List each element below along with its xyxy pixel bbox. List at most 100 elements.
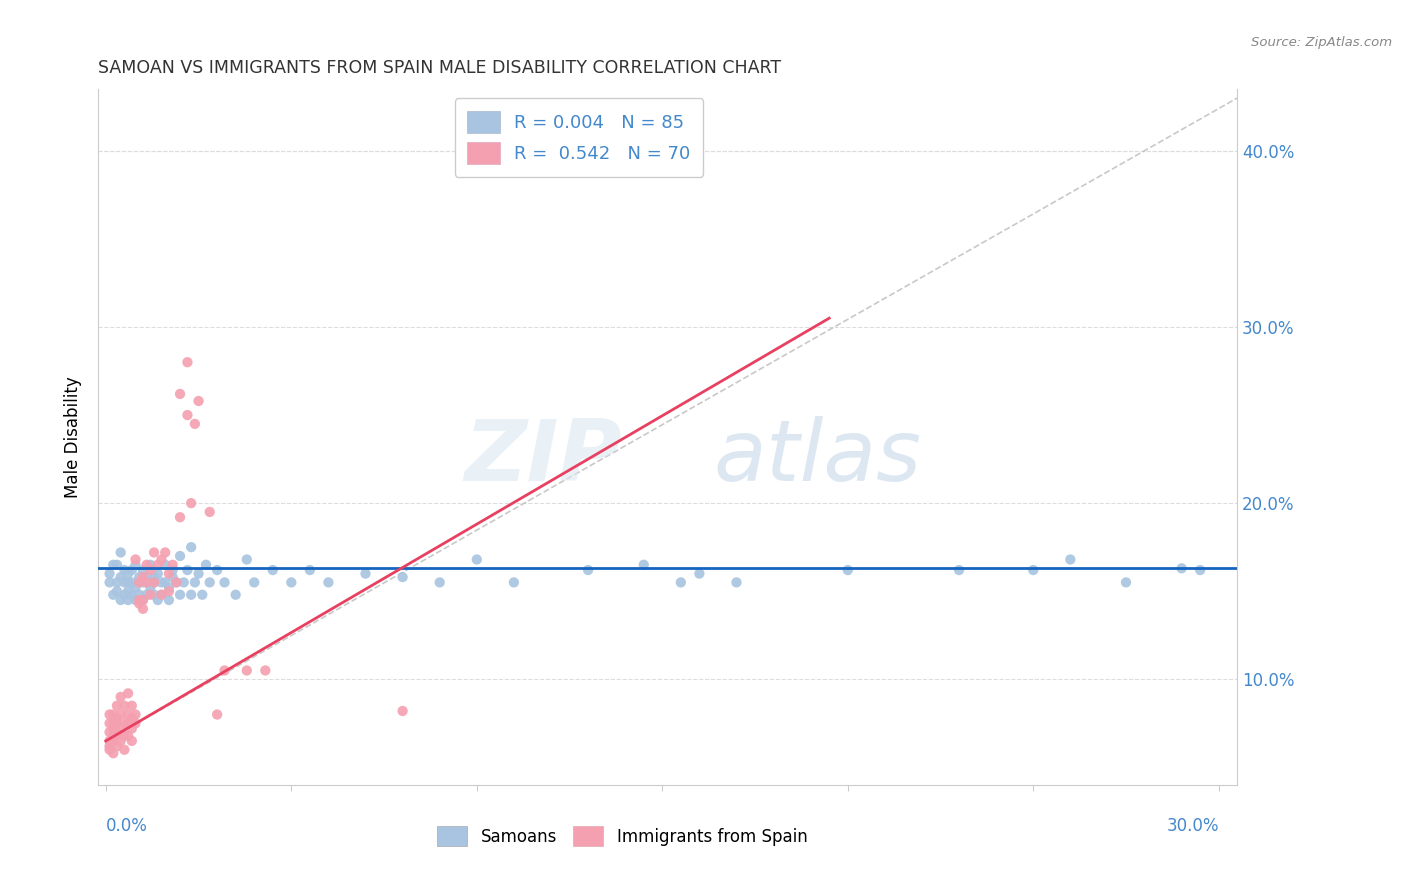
Text: 30.0%: 30.0%	[1166, 817, 1219, 835]
Point	[165, 575, 187, 590]
Y-axis label: Male Disability: Male Disability	[65, 376, 83, 498]
Point	[153, 545, 176, 559]
Point	[103, 716, 125, 731]
Point	[162, 558, 184, 572]
Point	[105, 711, 128, 725]
Point	[124, 593, 146, 607]
Point	[103, 558, 125, 572]
Point	[176, 408, 198, 422]
Point	[135, 575, 157, 590]
Point	[165, 575, 187, 590]
Point	[1022, 563, 1045, 577]
Text: 0.0%: 0.0%	[105, 817, 148, 835]
Point	[1115, 575, 1137, 590]
Point	[948, 563, 970, 577]
Point	[110, 690, 132, 704]
Point	[225, 588, 247, 602]
Point	[110, 545, 132, 559]
Point	[153, 575, 176, 590]
Point	[633, 558, 655, 572]
Point	[128, 597, 150, 611]
Point	[205, 707, 228, 722]
Point	[180, 540, 202, 554]
Point	[191, 588, 214, 602]
Point	[162, 563, 184, 577]
Point	[128, 588, 150, 602]
Point	[143, 575, 166, 590]
Point	[121, 698, 143, 713]
Point	[153, 558, 176, 572]
Point	[103, 729, 125, 743]
Point	[157, 566, 180, 581]
Point	[105, 584, 128, 599]
Point	[176, 563, 198, 577]
Point	[98, 743, 121, 757]
Point	[503, 575, 526, 590]
Point	[205, 563, 228, 577]
Point	[110, 570, 132, 584]
Point	[198, 575, 221, 590]
Point	[132, 593, 155, 607]
Point	[135, 570, 157, 584]
Point	[110, 707, 132, 722]
Point	[103, 746, 125, 760]
Point	[236, 664, 259, 678]
Point	[198, 505, 221, 519]
Point	[1189, 563, 1212, 577]
Point	[124, 552, 146, 566]
Point	[669, 575, 692, 590]
Point	[139, 588, 162, 602]
Point	[837, 563, 859, 577]
Point	[139, 558, 162, 572]
Point	[132, 563, 155, 577]
Point	[117, 593, 139, 607]
Point	[169, 510, 191, 524]
Point	[128, 575, 150, 590]
Point	[132, 593, 155, 607]
Point	[146, 558, 169, 572]
Point	[98, 575, 121, 590]
Point	[117, 686, 139, 700]
Point	[112, 698, 135, 713]
Point	[298, 563, 321, 577]
Point	[121, 575, 143, 590]
Point	[169, 387, 191, 401]
Point	[157, 593, 180, 607]
Point	[110, 593, 132, 607]
Point	[105, 698, 128, 713]
Point	[465, 552, 488, 566]
Point	[157, 581, 180, 595]
Point	[117, 575, 139, 590]
Point	[98, 739, 121, 754]
Point	[169, 588, 191, 602]
Point	[110, 722, 132, 736]
Point	[429, 575, 451, 590]
Point	[135, 558, 157, 572]
Point	[132, 602, 155, 616]
Point	[236, 552, 259, 566]
Point	[103, 588, 125, 602]
Point	[143, 588, 166, 602]
Point	[117, 566, 139, 581]
Point	[173, 575, 195, 590]
Text: ZIP: ZIP	[464, 417, 623, 500]
Point	[103, 707, 125, 722]
Point	[354, 566, 377, 581]
Point	[318, 575, 340, 590]
Point	[135, 588, 157, 602]
Point	[391, 570, 413, 584]
Point	[105, 725, 128, 739]
Point	[132, 570, 155, 584]
Point	[121, 563, 143, 577]
Point	[117, 707, 139, 722]
Point	[98, 716, 121, 731]
Point	[1170, 561, 1192, 575]
Point	[117, 716, 139, 731]
Point	[214, 575, 236, 590]
Point	[262, 563, 284, 577]
Legend: Samoans, Immigrants from Spain: Samoans, Immigrants from Spain	[430, 820, 814, 853]
Point	[105, 575, 128, 590]
Point	[1059, 552, 1081, 566]
Point	[124, 707, 146, 722]
Point	[180, 496, 202, 510]
